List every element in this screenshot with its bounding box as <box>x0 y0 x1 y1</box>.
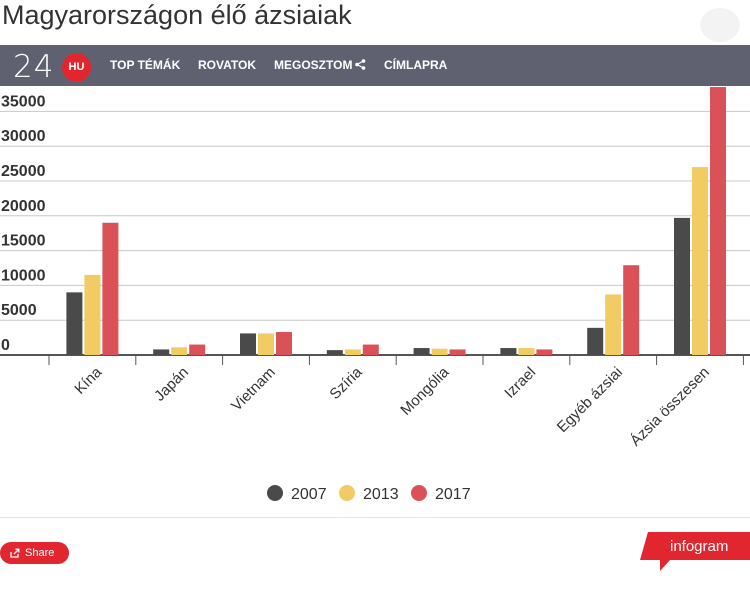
legend-swatch <box>267 485 283 501</box>
y-tick-label: 10000 <box>1 267 46 284</box>
share-button-label: Share <box>25 547 55 559</box>
bar <box>500 348 517 355</box>
bar <box>189 344 206 355</box>
bar <box>362 344 379 355</box>
infogram-label: infogram <box>670 538 729 555</box>
bar <box>258 333 274 355</box>
bar <box>240 333 256 355</box>
x-tick-label: Kína <box>71 363 105 397</box>
bar <box>84 274 101 355</box>
x-tick-label: Egyéb ázsiai <box>554 364 626 436</box>
y-tick-label: 35000 <box>1 93 46 110</box>
infogram-ribbon <box>640 532 750 571</box>
infogram-badge[interactable]: infogram <box>640 532 750 572</box>
y-tick-label: 25000 <box>1 163 46 180</box>
legend-swatch <box>411 485 427 501</box>
nav-item-top-temak[interactable]: TOP TÉMÁK <box>110 58 181 72</box>
bar <box>326 350 343 355</box>
share-button[interactable]: Share <box>0 542 69 564</box>
y-tick-label: 5000 <box>1 302 37 319</box>
circle-button-icon[interactable] <box>700 8 740 42</box>
share-icon <box>10 548 20 558</box>
nav-item-megosztom-label: MEGOSZTOM <box>274 58 353 72</box>
legend-swatch <box>339 485 355 501</box>
bar <box>605 294 622 355</box>
x-tick-label: Vietnam <box>228 364 279 415</box>
bar <box>536 349 553 355</box>
bar <box>710 87 726 355</box>
x-tick-label: Izrael <box>501 364 539 402</box>
navbar: 24 HU TOP TÉMÁK ROVATOK MEGOSZTOM CÍMLAP… <box>0 45 750 86</box>
bar <box>692 167 708 355</box>
page-title: Magyarországon élő ázsiaiak <box>2 0 352 30</box>
bar <box>66 292 83 355</box>
bar <box>413 348 430 355</box>
bar <box>449 349 466 355</box>
logo-badge: HU <box>62 53 91 82</box>
x-tick-label: Ázsia összesen <box>627 364 713 450</box>
bar <box>276 332 292 355</box>
bar <box>171 347 188 355</box>
bar <box>344 349 361 355</box>
nav-item-cimlapra[interactable]: CÍMLAPRA <box>384 58 448 72</box>
x-tick-label: Szíria <box>326 363 366 403</box>
bar <box>102 222 119 355</box>
nav-item-megosztom[interactable]: MEGOSZTOM <box>274 58 366 72</box>
bar <box>623 265 640 355</box>
bar <box>587 327 604 355</box>
legend-label: 2007 <box>291 486 327 503</box>
bar <box>674 217 690 355</box>
footer-divider <box>0 517 750 518</box>
bar <box>518 348 535 355</box>
bar-chart: 0 5000 10000 15000 20000 25000 30000 35000 Kína J… <box>0 87 750 503</box>
x-tick-label: Mongólia <box>397 363 453 419</box>
share-icon <box>355 59 366 70</box>
bar <box>153 349 170 355</box>
y-tick-label: 20000 <box>1 198 46 215</box>
y-tick-label: 15000 <box>1 233 46 250</box>
bar <box>431 348 448 355</box>
nav-item-rovatok[interactable]: ROVATOK <box>198 58 257 72</box>
x-tick-label: Japán <box>151 364 192 405</box>
legend-label: 2017 <box>435 486 471 503</box>
y-tick-label: 0 <box>1 337 10 354</box>
y-tick-label: 30000 <box>1 128 46 145</box>
legend-label: 2013 <box>363 486 399 503</box>
logo-number: 24 <box>13 49 55 85</box>
